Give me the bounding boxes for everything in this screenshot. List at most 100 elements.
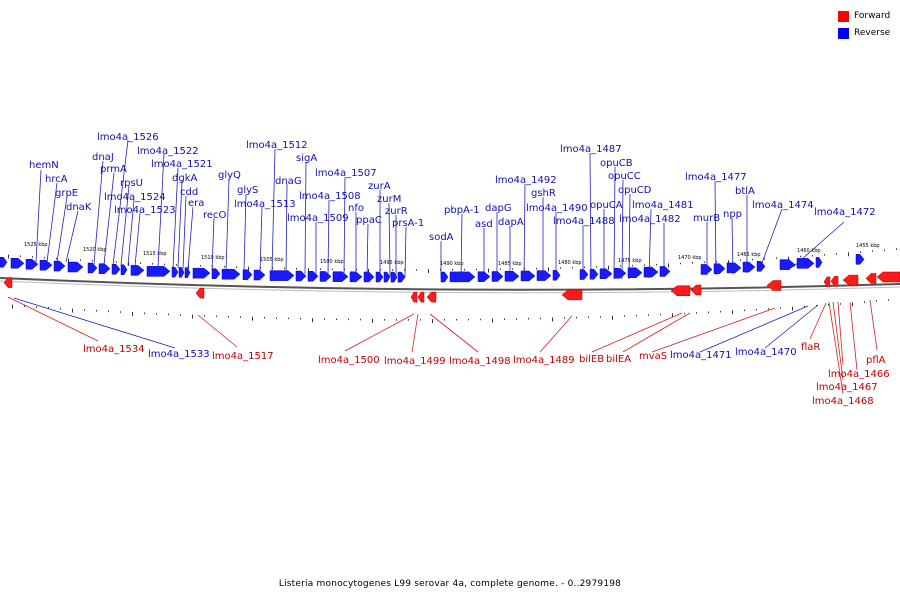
gene-label-dapG: dapG [485,203,512,214]
track-tick [336,318,337,321]
forward-gene-arrow [426,291,437,303]
forward-gene-arrow [690,284,702,296]
reverse-gene-arrow [53,260,66,272]
track-tick [552,317,553,322]
gene-label-lmo4a_1498: lmo4a_1498 [449,356,511,367]
reverse-gene-label-texts: hemN hrcA grpE dnaK dnaJ prmA rpsU lmo4a… [29,132,876,243]
track-tick [536,267,537,270]
track-tick [564,317,565,319]
forward-gene-arrow [766,280,782,291]
track-tick [440,269,441,271]
track-tick [288,317,289,320]
track-tick [432,319,433,324]
track-tick [168,313,169,316]
gene-label-lmo4a_1481: lmo4a_1481 [632,200,694,211]
track-tick [344,268,345,271]
gene-label-lmo4a_1489: lmo4a_1489 [513,355,575,366]
track-tick [32,256,33,258]
forward-gene-arrow [3,277,13,288]
reverse-gene-arrow [39,259,53,271]
track-tick [332,268,333,271]
gene-label-mvaS: mvaS [639,351,667,362]
tick-label: 1490 kbp [440,261,464,267]
track-tick [36,306,37,308]
gene-label-lmo4a_1474: lmo4a_1474 [752,200,814,211]
gene-label-lmo4a_1500: lmo4a_1500 [318,355,380,366]
track-tick [176,264,177,266]
track-tick [612,315,613,320]
track-tick [192,314,193,319]
track-tick [660,313,661,316]
track-tick [224,265,225,268]
track-tick [824,254,825,256]
forward-swatch [838,10,849,22]
reverse-gene-arrow [111,264,121,275]
track-tick [308,268,309,273]
reverse-gene-arrow [491,271,504,282]
gene-label-pflA: pflA [866,355,886,366]
track-tick [504,318,505,320]
track-tick [744,309,745,312]
reverse-gene-arrow [87,262,98,274]
track-tick [368,268,369,273]
gene-label-lmo4a_1482: lmo4a_1482 [619,214,681,225]
track-tick [872,250,873,252]
track-tick [692,262,693,264]
track-tick [320,268,321,270]
track-tick [540,317,541,320]
track-tick [716,260,717,263]
track-tick [68,258,69,263]
track-tick [360,318,361,321]
track-tick [516,318,517,320]
track-tick [236,266,237,268]
track-tick [324,318,325,320]
lower-reverse-label-texts: lmo4a_1533 lmo4a_1471 lmo4a_1470 [148,347,797,361]
gene-label-dnaJ: dnaJ [92,152,114,163]
forward-gene-arrow [670,285,691,296]
track-tick [96,309,97,312]
gene-label-opuCA: opuCA [590,200,623,211]
track-tick [216,315,217,318]
track-tick [804,305,805,308]
track-tick [228,315,229,318]
track-tick [864,301,865,303]
gene-label-lmo4a_1521: lmo4a_1521 [151,159,213,170]
forward-gene-arrows [3,271,900,303]
gene-label-lmo4a_1470: lmo4a_1470 [735,347,797,358]
upper-track-ticks [8,248,897,274]
reverse-gene-arrow [307,270,319,282]
gene-label-bilEA: bilEA [606,354,631,365]
gene-label-ppaC: ppaC [356,215,382,226]
gene-label-lmo4a_1499: lmo4a_1499 [384,356,446,367]
track-tick [144,312,145,315]
track-tick [384,319,385,321]
gene-label-glyQ: glyQ [218,170,241,181]
track-tick [164,263,165,266]
gene-label-lmo4a_1526: lmo4a_1526 [97,132,159,143]
track-tick [488,268,489,273]
track-tick [12,304,13,309]
track-tick [248,266,249,271]
gene-label-lmo4a_1513: lmo4a_1513 [234,199,296,210]
track-tick [668,263,669,268]
tick-label: 1500 kbp [320,259,344,265]
gene-label-flaR: flaR [801,342,820,353]
track-tick [672,313,673,318]
gene-label-pbpA-1: pbpA-1 [444,205,480,216]
reverse-gene-arrow [599,268,613,280]
genome-caption: Listeria monocytogenes L99 serovar 4a, c… [278,579,622,589]
reverse-gene-arrow [700,264,713,275]
track-tick [480,318,481,321]
gene-label-lmo4a_1468: lmo4a_1468 [812,396,874,407]
track-tick [444,319,445,321]
track-tick [800,255,801,258]
gene-label-lmo4a_1471: lmo4a_1471 [670,350,732,361]
track-tick [696,312,697,314]
reverse-gene-arrow [10,258,25,269]
track-tick [888,299,889,301]
reverse-gene-arrow [815,257,823,268]
track-tick [80,259,81,261]
forward-gene-arrow [823,276,831,288]
track-tick [896,248,897,250]
gene-label-lmo4a_1523: lmo4a_1523 [114,205,176,216]
